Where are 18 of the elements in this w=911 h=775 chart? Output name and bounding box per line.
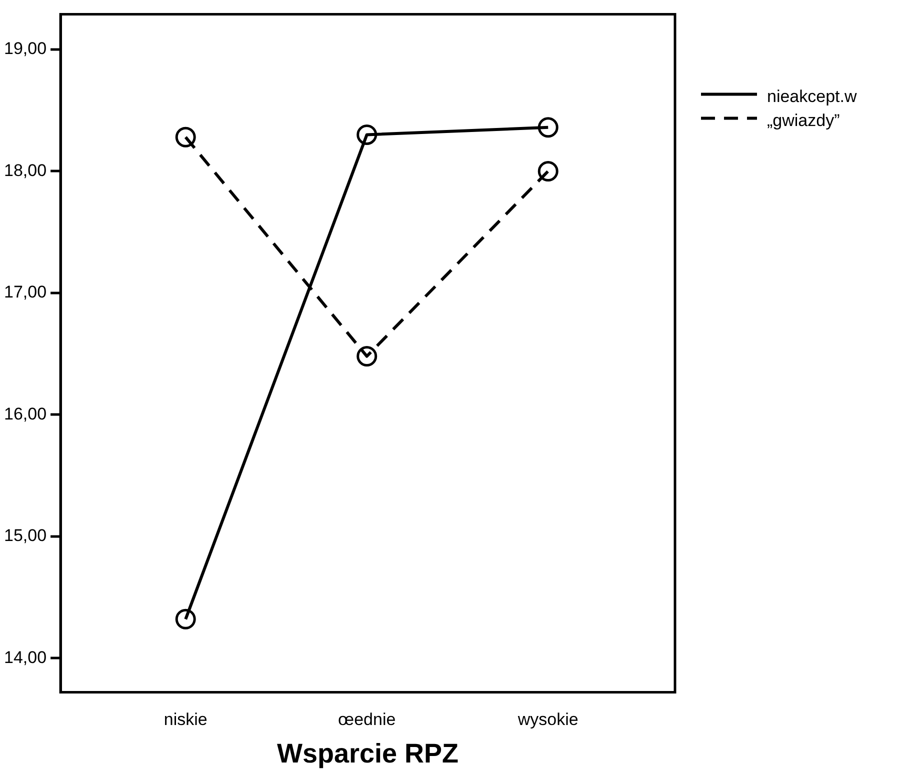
legend-label: nieakcept.w [767,86,858,106]
x-tick-label: œednie [338,710,396,730]
y-tick-label: 15,00 [4,526,47,546]
y-tick-label: 17,00 [4,282,47,302]
point [538,160,558,182]
point [356,124,378,145]
y-tick-label: 14,00 [4,648,47,667]
y-tick-label: 18,00 [4,160,47,180]
x-tick-label: niskie [164,710,208,730]
legend-label: „gwiazdy” [767,110,840,130]
point [175,608,196,630]
point [175,126,196,148]
x-tick-label: wysokie [516,710,578,730]
y-tick-label: 16,00 [4,404,47,424]
x-axis-title: Wsparcie RPZ [276,738,459,768]
point [356,346,378,366]
y-tick-label: 19,00 [4,39,47,58]
point [538,117,558,138]
